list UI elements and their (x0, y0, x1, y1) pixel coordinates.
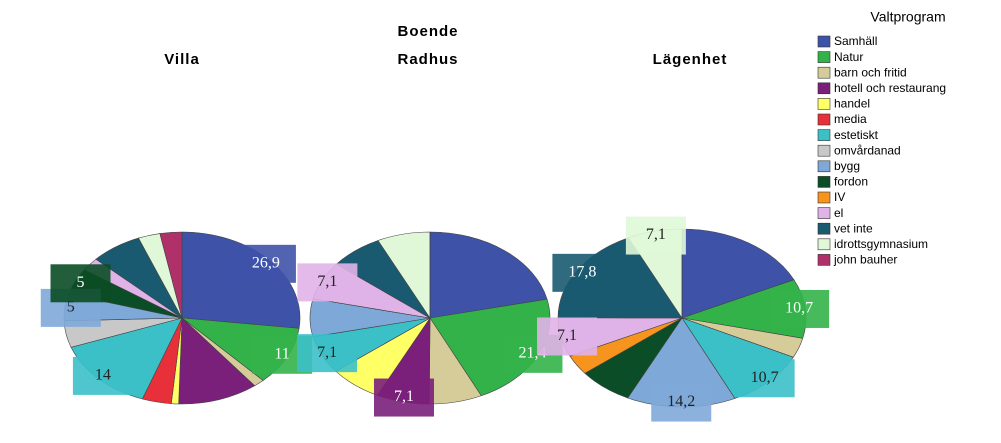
data-label: 11 (274, 345, 289, 362)
pie-title: Villa (164, 51, 200, 68)
legend-swatch (817, 191, 831, 204)
legend-title: Valtprogram (870, 9, 945, 25)
data-label: 14,2 (667, 393, 695, 410)
legend-label: hotell och restaurang (834, 81, 946, 95)
legend-label: el (834, 206, 843, 220)
legend-label: estetiskt (834, 128, 879, 142)
data-label-box (297, 263, 358, 302)
legend-swatch (817, 66, 831, 79)
data-label-box (651, 383, 712, 422)
data-label: 17,8 (568, 264, 596, 281)
legend-swatch (817, 129, 831, 141)
legend-swatch (817, 238, 831, 251)
data-label: 7,1 (317, 273, 337, 290)
legend-swatch (817, 51, 831, 63)
data-label-box (537, 317, 598, 356)
data-label-box (552, 253, 613, 292)
pie-title: Radhus (397, 51, 458, 68)
legend-swatch (817, 160, 831, 173)
data-label: 10,7 (751, 369, 779, 386)
pie-slice (681, 228, 795, 319)
data-label: 7,1 (394, 388, 414, 405)
pie-slice (159, 231, 183, 319)
legend-label: Samhäll (834, 34, 877, 48)
legend-swatch (817, 176, 831, 188)
legend-swatch (817, 207, 831, 219)
data-label-box (72, 356, 133, 395)
chart-title: Boende (397, 23, 458, 40)
data-label-box (297, 334, 358, 373)
legend-swatch (817, 82, 831, 95)
legend-label: omvårdanad (834, 143, 901, 157)
legend-label: Natur (834, 50, 863, 64)
pie-title: Lägenhet (653, 51, 728, 68)
legend-label: fordon (834, 175, 868, 189)
legend-label: vet inte (834, 221, 873, 235)
data-label: 14 (95, 367, 111, 384)
legend-swatch (817, 35, 831, 48)
data-label-box (50, 264, 111, 303)
data-label: 5 (77, 274, 85, 291)
legend-swatch (817, 144, 831, 157)
legend-swatch (817, 98, 831, 110)
legend-swatch (817, 254, 831, 266)
data-label: 10,7 (785, 300, 813, 317)
data-label: 7,1 (557, 327, 577, 344)
legend-label: idrottsgymnasium (834, 237, 928, 251)
legend-label: john bauher (833, 253, 897, 267)
pie-slice (178, 317, 256, 405)
data-label-box (625, 216, 686, 255)
legend-swatch (817, 222, 831, 235)
data-label: 26,9 (252, 255, 280, 272)
data-label-box (734, 359, 795, 398)
data-label-box (373, 378, 434, 417)
data-label: 7,1 (317, 344, 337, 361)
legend-swatch (817, 113, 831, 126)
pie-slice (429, 231, 548, 319)
data-label: 7,1 (646, 226, 666, 243)
legend-label: IV (834, 190, 845, 204)
data-label-box (235, 244, 296, 283)
data-label-box (769, 289, 830, 328)
legend-label: bygg (834, 159, 860, 173)
data-label: 5 (67, 299, 75, 316)
legend-label: media (834, 112, 867, 126)
legend-label: barn och fritid (834, 65, 907, 79)
legend-label: handel (834, 97, 870, 111)
